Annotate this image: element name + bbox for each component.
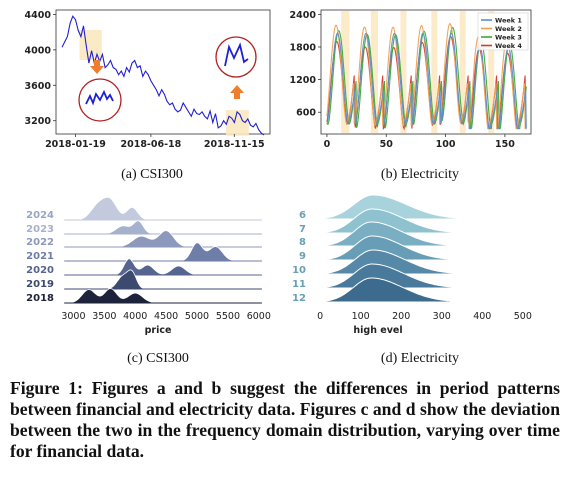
y-tick-label: 1200 [290, 75, 317, 86]
x-axis-label: price [145, 325, 172, 336]
series-line [61, 15, 265, 136]
x-axis-label: high evel [353, 325, 402, 336]
caption-c: (c) CSI300 [127, 351, 189, 366]
x-tick-label: 0 [324, 139, 331, 150]
ridge-label-2022: 2022 [26, 237, 54, 248]
highlight-band [341, 11, 350, 133]
x-tick-label: 300 [433, 311, 451, 322]
y-tick-label: 4000 [25, 45, 52, 56]
highlight-band [225, 110, 249, 136]
ridge-label-10: 10 [292, 265, 306, 276]
highlight-band [370, 11, 378, 133]
x-tick-label: 6000 [247, 311, 271, 322]
x-tick-label: 5500 [216, 311, 240, 322]
x-tick-label: 4000 [123, 311, 147, 322]
caption-d: (d) Electricity [381, 351, 459, 366]
legend-label: Week 3 [495, 33, 522, 41]
legend-label: Week 2 [495, 25, 522, 33]
ridge-label-2023: 2023 [26, 224, 54, 235]
highlight-band [488, 11, 495, 133]
figure-caption: Figure 1: Figures a and b suggest the di… [10, 378, 560, 461]
ridge-2024 [64, 196, 262, 221]
ridge-label-12: 12 [292, 293, 306, 304]
ridge-label-2019: 2019 [26, 279, 54, 290]
x-tick-label: 50 [380, 139, 394, 150]
x-tick-label: 100 [352, 311, 370, 322]
arrow-down [90, 60, 104, 74]
caption-a: (a) CSI300 [121, 167, 183, 182]
y-tick-label: 3200 [25, 116, 52, 127]
ridge-2018 [64, 288, 262, 304]
ridge-label-6: 6 [299, 210, 306, 221]
panel-a-csi300-line: 3200 3600 4000 4400 2018-01-19 2018-06-18 2018… [25, 9, 271, 150]
x-tick-label: 5000 [185, 311, 209, 322]
x-tick-label: 200 [392, 311, 410, 322]
y-tick-label: 4400 [25, 10, 52, 21]
x-tick-label: 2018-06-18 [120, 139, 181, 150]
legend-box [477, 12, 529, 51]
y-tick-label: 600 [296, 108, 316, 119]
ridge-label-2024: 2024 [26, 210, 54, 221]
x-tick-label: 500 [514, 311, 532, 322]
inset-line [85, 89, 114, 106]
highlight-band [431, 11, 438, 133]
legend-label: Week 1 [495, 16, 522, 24]
ridge-12 [315, 277, 531, 303]
series-line-3 [326, 26, 527, 130]
highlight-band [459, 11, 466, 133]
x-tick-label: 400 [473, 311, 491, 322]
x-tick-label: 0 [317, 311, 323, 322]
ridge-6 [315, 194, 531, 220]
highlight-band [400, 11, 407, 133]
x-tick-label: 2018-01-19 [45, 139, 106, 150]
ridge-label-8: 8 [299, 237, 306, 248]
panel-d-electricity-ridgeline: 6 7 8 9 10 11 12 0 100 200 300 400 500 high evel [292, 194, 532, 336]
inset-circle [215, 36, 257, 78]
arrow-up [230, 85, 244, 99]
series-line-2 [326, 23, 527, 130]
ridge-label-7: 7 [299, 224, 306, 235]
x-tick-label: 150 [495, 139, 515, 150]
ridge-2022 [64, 230, 262, 248]
ridge-2019 [64, 269, 262, 290]
x-tick-label: 4500 [154, 311, 178, 322]
ridge-label-2018: 2018 [26, 293, 54, 304]
ridge-label-11: 11 [292, 279, 306, 290]
y-tick-label: 1800 [290, 42, 317, 53]
caption-b: (b) Electricity [381, 167, 459, 182]
x-tick-label: 3500 [92, 311, 116, 322]
series-line-1 [326, 32, 527, 130]
ridge-label-9: 9 [299, 251, 306, 262]
x-tick-label: 3000 [61, 311, 85, 322]
y-tick-label: 3600 [25, 81, 52, 92]
ridge-label-2021: 2021 [26, 251, 54, 262]
y-tick-label: 2400 [290, 10, 317, 21]
x-tick-label: 100 [436, 139, 456, 150]
x-tick-label: 2018-11-15 [204, 139, 265, 150]
legend-label: Week 4 [495, 42, 522, 50]
panel-c-csi300-ridgeline: 2024 2023 2022 2021 2020 2019 2018 3000 3500 4000… [26, 196, 271, 336]
inset-line [224, 42, 249, 67]
ridge-label-2020: 2020 [26, 265, 54, 276]
